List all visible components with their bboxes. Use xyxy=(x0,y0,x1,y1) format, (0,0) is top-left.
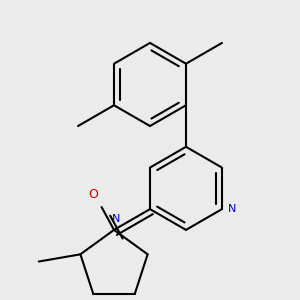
Text: O: O xyxy=(88,188,98,201)
Text: N: N xyxy=(228,204,236,214)
Text: N: N xyxy=(111,214,120,224)
